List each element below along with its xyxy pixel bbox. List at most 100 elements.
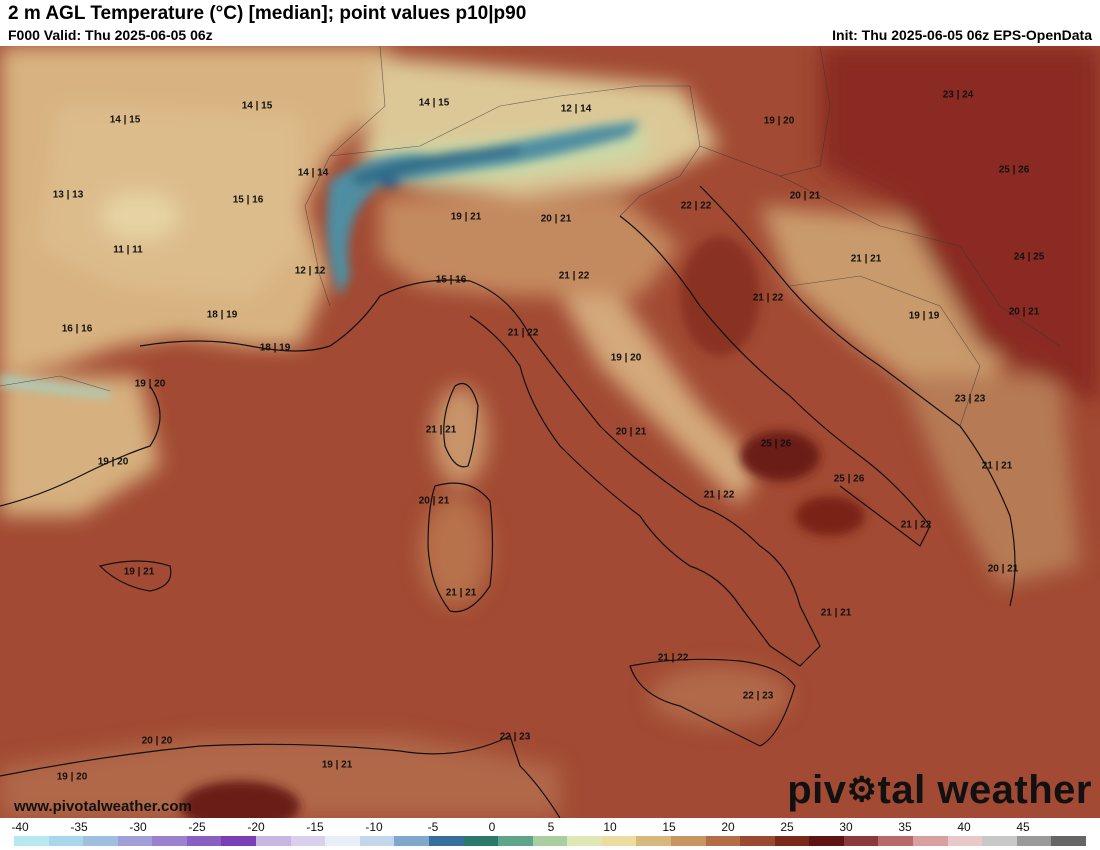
point-value-label: 12 | 14 bbox=[560, 103, 592, 115]
point-value-label: 21 | 21 bbox=[820, 607, 852, 619]
legend-color-swatch bbox=[152, 836, 187, 846]
legend-color-swatch bbox=[636, 836, 671, 846]
legend-colorbar bbox=[14, 836, 1086, 846]
legend-tick-label: 0 bbox=[488, 820, 496, 834]
legend-color-swatch bbox=[463, 836, 499, 846]
point-value-label: 21 | 21 bbox=[445, 587, 477, 599]
legend-color-swatch bbox=[221, 836, 257, 846]
point-value-label: 21 | 22 bbox=[657, 652, 689, 664]
legend-color-swatch bbox=[532, 836, 568, 846]
legend-color-swatch bbox=[809, 836, 844, 846]
point-value-label: 21 | 21 bbox=[425, 424, 457, 436]
legend-tick-label: -5 bbox=[427, 820, 439, 834]
valid-time: F000 Valid: Thu 2025-06-05 06z bbox=[8, 27, 213, 43]
legend-tick-label: -40 bbox=[11, 820, 29, 834]
point-value-label: 21 | 22 bbox=[558, 270, 590, 282]
point-value-label: 20 | 21 bbox=[615, 426, 647, 438]
legend-tick-label: 35 bbox=[898, 820, 912, 834]
legend-tick-label: -25 bbox=[188, 820, 206, 834]
point-value-label: 25 | 26 bbox=[760, 438, 792, 450]
legend-tick-label: 15 bbox=[662, 820, 676, 834]
legend-color-swatch bbox=[774, 836, 810, 846]
point-value-label: 19 | 20 bbox=[56, 771, 88, 783]
point-value-label: 23 | 24 bbox=[942, 89, 974, 101]
legend-color-swatch bbox=[394, 836, 429, 846]
legend-color-swatch bbox=[186, 836, 222, 846]
point-value-label: 14 | 14 bbox=[297, 167, 329, 179]
borders bbox=[0, 46, 1061, 427]
point-value-label: 20 | 21 bbox=[789, 190, 821, 202]
legend-tick-label: -10 bbox=[365, 820, 383, 834]
point-value-label: 14 | 15 bbox=[241, 100, 273, 112]
legend-tick-label: 45 bbox=[1016, 820, 1030, 834]
point-value-label: 19 | 20 bbox=[97, 456, 129, 468]
legend-color-swatch bbox=[117, 836, 153, 846]
legend-color-swatch bbox=[1051, 836, 1086, 846]
point-value-label: 25 | 26 bbox=[998, 164, 1030, 176]
point-value-label: 19 | 19 bbox=[908, 310, 940, 322]
point-value-label: 22 | 23 bbox=[742, 690, 774, 702]
legend-color-swatch bbox=[601, 836, 637, 846]
legend-color-swatch bbox=[83, 836, 118, 846]
legend-color-swatch bbox=[359, 836, 395, 846]
color-legend: -40 -35 -30 -25 -20 -15 -10 -5 0 5 10 15 20 25 30 35 40 4… bbox=[0, 818, 1100, 850]
legend-color-swatch bbox=[498, 836, 533, 846]
legend-tick-label: -35 bbox=[70, 820, 88, 834]
point-value-label: 19 | 21 bbox=[450, 211, 482, 223]
point-value-label: 21 | 22 bbox=[900, 519, 932, 531]
map-title: 2 m AGL Temperature (°C) [median]; point… bbox=[8, 3, 527, 24]
legend-color-swatch bbox=[1016, 836, 1052, 846]
brand-text-left: piv bbox=[787, 768, 847, 812]
legend-tick-label: 25 bbox=[780, 820, 794, 834]
legend-color-swatch bbox=[567, 836, 602, 846]
point-value-label: 15 | 16 bbox=[232, 194, 264, 206]
point-value-label: 19 | 21 bbox=[123, 566, 155, 578]
point-value-label: 23 | 23 bbox=[954, 393, 986, 405]
legend-tick-label: 20 bbox=[721, 820, 735, 834]
legend-color-swatch bbox=[290, 836, 326, 846]
point-value-label: 19 | 21 bbox=[321, 759, 353, 771]
legend-color-swatch bbox=[878, 836, 914, 846]
point-value-label: 20 | 21 bbox=[540, 213, 572, 225]
point-value-label: 20 | 21 bbox=[1008, 306, 1040, 318]
legend-color-swatch bbox=[843, 836, 879, 846]
point-value-label: 15 | 16 bbox=[435, 274, 467, 286]
point-value-label: 13 | 13 bbox=[52, 189, 84, 201]
point-value-label: 14 | 15 bbox=[109, 114, 141, 126]
site-url[interactable]: www.pivotalweather.com bbox=[14, 798, 192, 815]
legend-color-swatch bbox=[913, 836, 948, 846]
legend-color-swatch bbox=[325, 836, 360, 846]
point-value-label: 21 | 21 bbox=[850, 253, 882, 265]
legend-color-swatch bbox=[256, 836, 291, 846]
legend-color-swatch bbox=[705, 836, 741, 846]
legend-color-swatch bbox=[670, 836, 706, 846]
legend-tick-label: -15 bbox=[306, 820, 324, 834]
point-value-label: 19 | 20 bbox=[610, 352, 642, 364]
map-header: 2 m AGL Temperature (°C) [median]; point… bbox=[0, 0, 1100, 46]
point-value-label: 21 | 21 bbox=[981, 460, 1013, 472]
point-value-label: 24 | 25 bbox=[1013, 251, 1045, 263]
point-value-label: 21 | 22 bbox=[507, 327, 539, 339]
point-value-label: 18 | 19 bbox=[259, 342, 291, 354]
legend-tick-label: 40 bbox=[957, 820, 971, 834]
temperature-map[interactable]: 14 | 15 14 | 15 14 | 15 12 | 14 19 | 20 23 | … bbox=[0, 46, 1100, 818]
point-value-label: 14 | 15 bbox=[418, 97, 450, 109]
legend-tick-label: 5 bbox=[547, 820, 555, 834]
init-time: Init: Thu 2025-06-05 06z EPS-OpenData bbox=[832, 27, 1092, 43]
legend-color-swatch bbox=[740, 836, 775, 846]
legend-color-swatch bbox=[947, 836, 983, 846]
gear-icon: ⚙ bbox=[846, 771, 878, 809]
point-value-label: 25 | 26 bbox=[833, 473, 865, 485]
legend-color-swatch bbox=[982, 836, 1017, 846]
point-value-label: 12 | 12 bbox=[294, 265, 326, 277]
legend-color-swatch bbox=[48, 836, 84, 846]
legend-color-swatch bbox=[428, 836, 464, 846]
point-value-label: 11 | 11 bbox=[113, 244, 143, 256]
legend-tick-label: 30 bbox=[839, 820, 853, 834]
coastlines bbox=[0, 185, 1016, 818]
point-value-label: 22 | 22 bbox=[680, 200, 712, 212]
point-value-label: 20 | 21 bbox=[418, 495, 450, 507]
legend-tick-label: 10 bbox=[603, 820, 617, 834]
map-canvas bbox=[0, 46, 1100, 818]
point-value-label: 18 | 19 bbox=[206, 309, 238, 321]
